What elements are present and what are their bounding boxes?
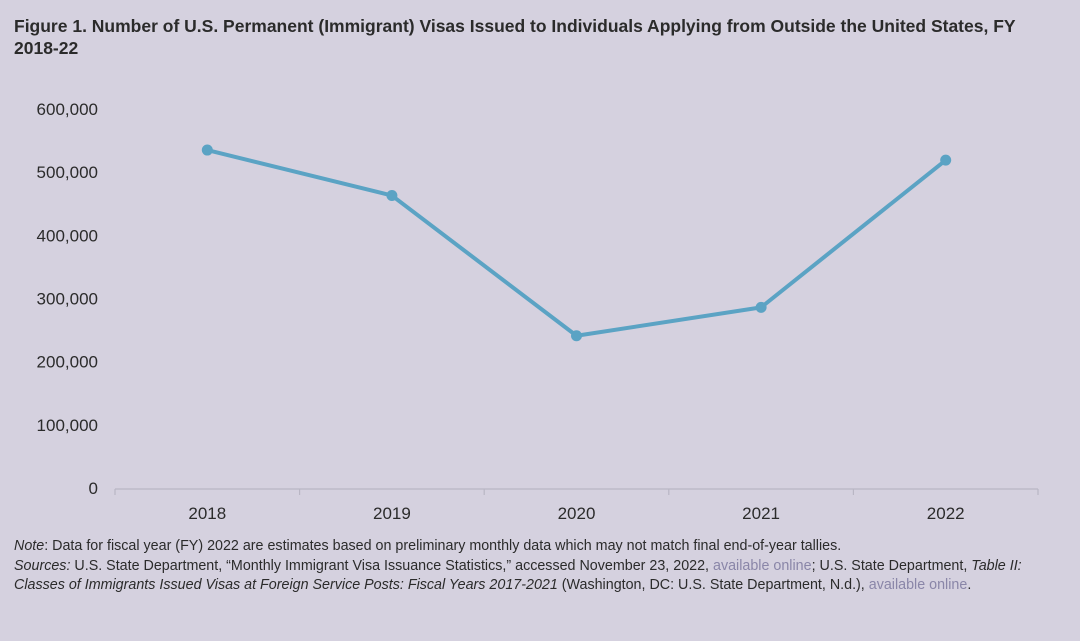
y-tick-label: 600,000 bbox=[37, 100, 98, 119]
sources-text-3: (Washington, DC: U.S. State Department, … bbox=[557, 577, 869, 593]
x-axis: 2018 2019 2020 2021 2022 bbox=[114, 488, 1039, 523]
note-text: : Data for fiscal year (FY) 2022 are est… bbox=[44, 538, 842, 554]
source-link-2[interactable]: available online bbox=[868, 577, 968, 593]
y-tick-label: 100,000 bbox=[37, 416, 98, 435]
line-chart: 0 100,000 200,000 300,000 400,000 500,000 600,… bbox=[37, 100, 1039, 523]
chart-notes: Note: Data for fiscal year (FY) 2022 are… bbox=[14, 537, 1072, 596]
data-point bbox=[940, 154, 952, 166]
series-line bbox=[205, 148, 948, 338]
y-tick-label: 400,000 bbox=[37, 226, 98, 245]
x-tick-label: 2018 bbox=[188, 504, 226, 523]
note-label: Note bbox=[14, 538, 45, 554]
sources-line: Sources: U.S. State Department, “Monthly… bbox=[14, 557, 1072, 596]
sources-text-1: U.S. State Department, “Monthly Immigran… bbox=[70, 557, 713, 574]
x-tick-label: 2022 bbox=[927, 504, 965, 523]
data-point bbox=[386, 190, 398, 202]
note-line: Note: Data for fiscal year (FY) 2022 are… bbox=[14, 537, 1072, 557]
chart-title: Figure 1. Number of U.S. Permanent (Immi… bbox=[14, 16, 1016, 58]
source-link-1[interactable]: available online bbox=[713, 557, 812, 574]
sources-end: . bbox=[967, 577, 972, 593]
y-tick-label: 0 bbox=[89, 479, 98, 498]
data-point bbox=[571, 330, 582, 342]
x-tick-label: 2020 bbox=[558, 504, 596, 523]
y-tick-label: 300,000 bbox=[37, 290, 98, 309]
series-group bbox=[201, 144, 952, 342]
x-tick-label: 2021 bbox=[742, 504, 780, 523]
data-point bbox=[755, 301, 767, 313]
x-tick-label: 2019 bbox=[373, 504, 411, 523]
table-title: Table II: Classes of Immigrants Issued V… bbox=[14, 557, 1022, 594]
sources-label: Sources: bbox=[14, 557, 71, 574]
y-axis: 0 100,000 200,000 300,000 400,000 500,000 600,… bbox=[37, 100, 98, 498]
y-tick-label: 200,000 bbox=[37, 353, 98, 372]
sources-text-2: ; U.S. State Department, bbox=[811, 557, 972, 574]
y-tick-label: 500,000 bbox=[37, 163, 98, 182]
data-point bbox=[201, 144, 213, 156]
